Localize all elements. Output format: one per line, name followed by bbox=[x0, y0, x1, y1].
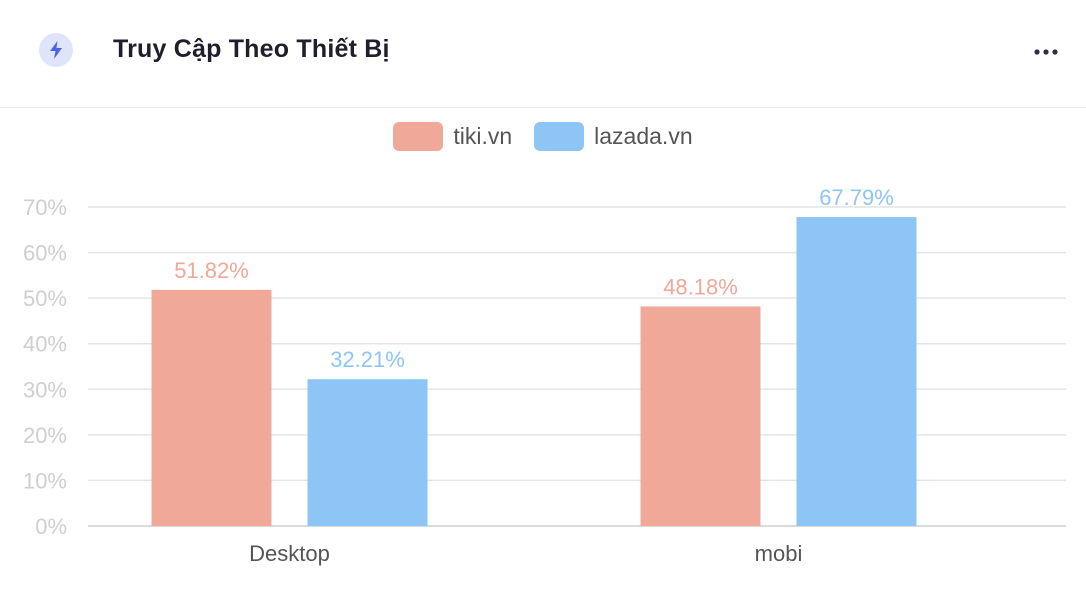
y-tick-label: 70% bbox=[23, 195, 67, 220]
y-tick-label: 60% bbox=[23, 241, 67, 266]
legend-item-tiki[interactable]: tiki.vn bbox=[393, 121, 513, 151]
legend-label-tiki: tiki.vn bbox=[453, 122, 513, 149]
x-tick-label: Desktop bbox=[249, 541, 330, 566]
y-tick-label: 50% bbox=[23, 286, 67, 311]
legend-label-lazada: lazada.vn bbox=[594, 122, 693, 149]
legend-swatch-tiki bbox=[393, 121, 444, 151]
more-horizontal-icon[interactable] bbox=[1028, 40, 1064, 64]
y-tick-label: 30% bbox=[23, 377, 67, 402]
legend-swatch-lazada bbox=[534, 121, 585, 151]
data-label: 32.21% bbox=[330, 347, 405, 372]
chart-legend: tiki.vn lazada.vn bbox=[0, 120, 1086, 152]
card-title: Truy Cập Theo Thiết Bị bbox=[113, 35, 390, 63]
bar-mobi-lazada-vn bbox=[796, 217, 917, 526]
y-tick-label: 20% bbox=[23, 423, 67, 448]
y-tick-label: 0% bbox=[35, 514, 67, 539]
lightning-icon bbox=[39, 33, 73, 67]
legend-item-lazada[interactable]: lazada.vn bbox=[534, 121, 693, 151]
card-header: Truy Cập Theo Thiết Bị bbox=[0, 0, 1086, 108]
data-label: 48.18% bbox=[663, 274, 738, 299]
y-tick-label: 10% bbox=[23, 468, 67, 493]
data-label: 51.82% bbox=[174, 258, 249, 283]
y-tick-label: 40% bbox=[23, 332, 67, 357]
bar-desktop-tiki-vn bbox=[151, 289, 272, 526]
bar-desktop-lazada-vn bbox=[307, 379, 428, 526]
data-label: 67.79% bbox=[819, 185, 894, 210]
x-tick-label: mobi bbox=[755, 541, 803, 566]
bar-mobi-tiki-vn bbox=[640, 306, 761, 526]
